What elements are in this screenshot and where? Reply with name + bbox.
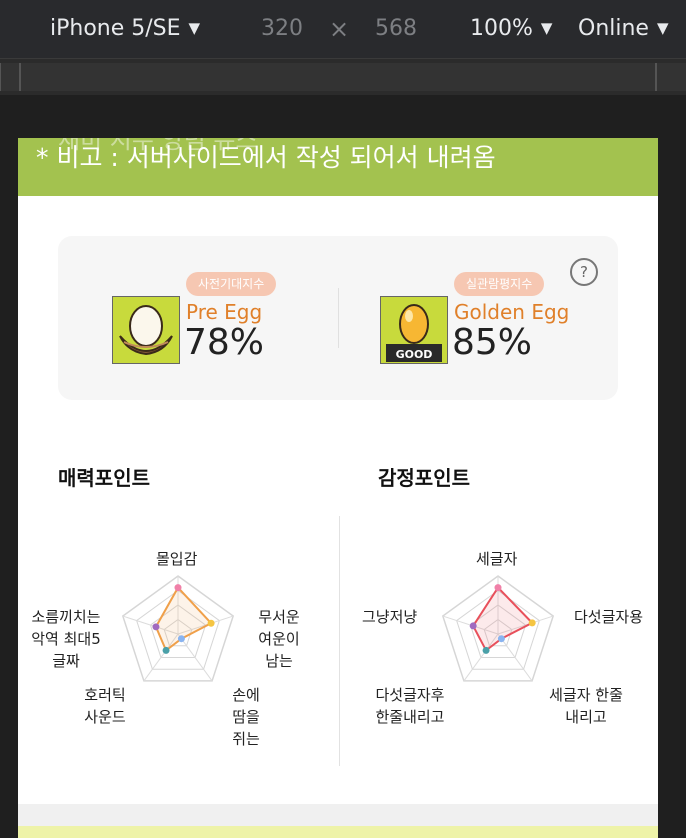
pre-egg-percent: 78%: [184, 322, 265, 363]
network-value: Online: [578, 16, 649, 41]
width-input[interactable]: 320: [261, 16, 303, 41]
zoom-value: 100%: [470, 16, 533, 41]
golden-egg-percent: 85%: [452, 322, 533, 363]
ruler-segment[interactable]: [0, 63, 20, 91]
charm-label-immersion: 몰입감: [156, 550, 198, 568]
emotion-grid-ring: [456, 589, 540, 670]
device-toolbar: iPhone 5/SE ▼ 320 × 568 100% ▼ Online ▼: [0, 0, 686, 58]
charm-label-lingering: 무서운 여운이 남는: [258, 608, 300, 670]
charm-axis-line: [143, 633, 179, 682]
charm-point: [177, 635, 185, 643]
charm-series-area: [154, 585, 213, 652]
emotion-point: [494, 584, 502, 592]
emotion-point: [469, 622, 477, 630]
pre-egg-badge: 사전기대지수: [186, 272, 277, 296]
ruler-segment[interactable]: [656, 63, 686, 91]
pre-egg-name: Pre Egg: [186, 300, 263, 324]
charm-label-sound: 호러틱 사운드: [84, 686, 126, 726]
media-query-bar: [0, 58, 686, 95]
emotion-label-5: 그냥저냥: [362, 608, 418, 626]
charm-label-thrilling: 손에 땀을 쥐는: [232, 686, 260, 748]
emotion-label-1: 세글자: [476, 550, 518, 568]
charm-grid-ring: [136, 589, 220, 670]
info-banner: 재미 지수 양념 뉴스 * 비고 : 서버사이드에서 작성 되어서 내려옴: [18, 138, 658, 196]
emotion-grid-ring: [483, 618, 513, 647]
charm-grid-ring: [121, 575, 235, 682]
emotion-label-3: 세글자 한줄내리고: [549, 686, 623, 726]
emotion-axis-line: [497, 615, 554, 635]
charm-grid-ring: [163, 618, 193, 647]
times-sign: ×: [329, 15, 350, 43]
charm-point-title: 매력포인트: [58, 466, 150, 490]
emotion-point: [482, 646, 490, 654]
charm-axis-line: [177, 633, 213, 682]
height-input[interactable]: 568: [375, 16, 417, 41]
charm-grid-ring: [149, 604, 207, 658]
emotion-series-area: [472, 586, 534, 652]
network-select[interactable]: Online ▼: [578, 14, 669, 45]
card-divider: [338, 288, 339, 348]
section-divider: [339, 516, 340, 766]
charm-point: [207, 619, 215, 627]
emotion-label-2: 다섯글자용: [574, 608, 644, 626]
charm-point: [174, 584, 182, 592]
next-section-strip: [18, 826, 658, 838]
chevron-down-icon: ▼: [656, 19, 669, 37]
ruler-segment[interactable]: [20, 63, 656, 91]
emotion-grid-ring: [441, 575, 555, 682]
charm-point: [152, 623, 160, 631]
emotion-axis-line: [497, 633, 533, 682]
chevron-down-icon: ▼: [188, 19, 201, 37]
golden-egg-icon-label: GOOD: [396, 348, 433, 361]
emotion-point: [528, 619, 536, 627]
emotion-label-4: 다섯글자후 한줄내리고: [375, 686, 445, 726]
banner-text: * 비고 : 서버사이드에서 작성 되어서 내려옴: [36, 143, 496, 172]
charm-radar-chart: [121, 575, 235, 682]
device-select[interactable]: iPhone 5/SE ▼: [50, 14, 200, 45]
pre-egg-icon: [112, 296, 180, 364]
device-name: iPhone 5/SE: [50, 16, 181, 41]
golden-egg-name: Golden Egg: [454, 300, 570, 324]
golden-egg-badge: 실관람평지수: [454, 272, 545, 296]
emotion-point: [497, 635, 505, 643]
chevron-down-icon: ▼: [540, 19, 553, 37]
emotion-point-title: 감정포인트: [378, 466, 470, 490]
device-viewport: 재미 지수 양념 뉴스 * 비고 : 서버사이드에서 작성 되어서 내려옴 ? …: [18, 138, 658, 838]
banner-ghost-text: 재미 지수 양념 뉴스: [58, 138, 258, 154]
charm-axis-line: [122, 615, 179, 635]
egg-score-card: ? 사전기대지수 Pre Egg 78% GOOD 실관람평지수 Golden …: [58, 236, 618, 400]
emotion-axis-line: [463, 633, 499, 682]
charm-label-villain: 소름끼치는 악역 최대5글짜: [31, 608, 101, 670]
help-icon[interactable]: ?: [570, 258, 598, 286]
zoom-select[interactable]: 100% ▼: [470, 14, 552, 45]
charm-point: [162, 646, 170, 654]
emotion-radar-chart: [441, 575, 555, 682]
golden-egg-icon: GOOD: [380, 296, 448, 364]
